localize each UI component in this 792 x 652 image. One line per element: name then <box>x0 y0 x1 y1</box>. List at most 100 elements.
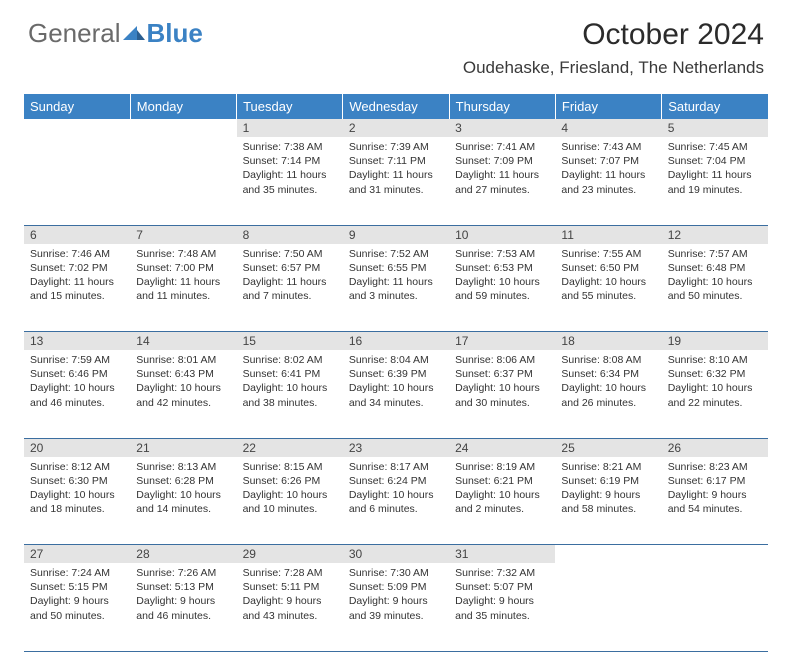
day-details: Sunrise: 7:39 AMSunset: 7:11 PMDaylight:… <box>343 137 449 201</box>
day-cell <box>24 137 130 225</box>
title-block: October 2024 Oudehaske, Friesland, The N… <box>463 18 764 78</box>
weekday-header: Monday <box>130 94 236 119</box>
day-cell: Sunrise: 8:06 AMSunset: 6:37 PMDaylight:… <box>449 350 555 438</box>
sunset-line: Sunset: 6:19 PM <box>561 474 655 488</box>
day-details: Sunrise: 7:24 AMSunset: 5:15 PMDaylight:… <box>24 563 130 627</box>
day-content-row: Sunrise: 8:12 AMSunset: 6:30 PMDaylight:… <box>24 457 768 545</box>
sunrise-line: Sunrise: 8:01 AM <box>136 353 230 367</box>
day-number-cell: 20 <box>24 438 130 457</box>
sunset-line: Sunset: 5:13 PM <box>136 580 230 594</box>
day-number-cell: 17 <box>449 332 555 351</box>
daylight-line: Daylight: 10 hours and 2 minutes. <box>455 488 549 516</box>
sunset-line: Sunset: 7:14 PM <box>243 154 337 168</box>
sunset-line: Sunset: 5:07 PM <box>455 580 549 594</box>
weekday-header: Friday <box>555 94 661 119</box>
sunrise-line: Sunrise: 7:24 AM <box>30 566 124 580</box>
day-number-cell: 3 <box>449 119 555 137</box>
sunset-line: Sunset: 6:30 PM <box>30 474 124 488</box>
weekday-header: Tuesday <box>237 94 343 119</box>
daylight-line: Daylight: 9 hours and 46 minutes. <box>136 594 230 622</box>
day-number-cell: 11 <box>555 225 661 244</box>
sunset-line: Sunset: 6:34 PM <box>561 367 655 381</box>
sunset-line: Sunset: 6:37 PM <box>455 367 549 381</box>
day-number-row: 12345 <box>24 119 768 137</box>
sunrise-line: Sunrise: 7:59 AM <box>30 353 124 367</box>
sunset-line: Sunset: 7:04 PM <box>668 154 762 168</box>
weekday-header: Wednesday <box>343 94 449 119</box>
daylight-line: Daylight: 9 hours and 58 minutes. <box>561 488 655 516</box>
month-title: October 2024 <box>463 18 764 52</box>
day-cell: Sunrise: 7:30 AMSunset: 5:09 PMDaylight:… <box>343 563 449 651</box>
sunset-line: Sunset: 6:43 PM <box>136 367 230 381</box>
day-cell: Sunrise: 8:17 AMSunset: 6:24 PMDaylight:… <box>343 457 449 545</box>
header: General Blue October 2024 Oudehaske, Fri… <box>0 0 792 86</box>
sunset-line: Sunset: 6:53 PM <box>455 261 549 275</box>
sunrise-line: Sunrise: 7:26 AM <box>136 566 230 580</box>
daylight-line: Daylight: 10 hours and 46 minutes. <box>30 381 124 409</box>
day-number-cell: 21 <box>130 438 236 457</box>
daylight-line: Daylight: 10 hours and 59 minutes. <box>455 275 549 303</box>
day-details: Sunrise: 7:59 AMSunset: 6:46 PMDaylight:… <box>24 350 130 414</box>
daylight-line: Daylight: 10 hours and 10 minutes. <box>243 488 337 516</box>
day-number-cell: 7 <box>130 225 236 244</box>
day-details: Sunrise: 8:12 AMSunset: 6:30 PMDaylight:… <box>24 457 130 521</box>
daylight-line: Daylight: 10 hours and 30 minutes. <box>455 381 549 409</box>
day-details: Sunrise: 8:08 AMSunset: 6:34 PMDaylight:… <box>555 350 661 414</box>
sunset-line: Sunset: 7:00 PM <box>136 261 230 275</box>
day-cell <box>130 137 236 225</box>
day-cell: Sunrise: 7:53 AMSunset: 6:53 PMDaylight:… <box>449 244 555 332</box>
day-cell: Sunrise: 8:21 AMSunset: 6:19 PMDaylight:… <box>555 457 661 545</box>
day-number-cell: 10 <box>449 225 555 244</box>
day-details: Sunrise: 7:57 AMSunset: 6:48 PMDaylight:… <box>662 244 768 308</box>
sunrise-line: Sunrise: 7:48 AM <box>136 247 230 261</box>
day-number-cell: 31 <box>449 545 555 564</box>
sunrise-line: Sunrise: 8:04 AM <box>349 353 443 367</box>
day-cell: Sunrise: 8:04 AMSunset: 6:39 PMDaylight:… <box>343 350 449 438</box>
daylight-line: Daylight: 10 hours and 42 minutes. <box>136 381 230 409</box>
day-details: Sunrise: 8:17 AMSunset: 6:24 PMDaylight:… <box>343 457 449 521</box>
day-number-cell: 29 <box>237 545 343 564</box>
day-cell: Sunrise: 7:52 AMSunset: 6:55 PMDaylight:… <box>343 244 449 332</box>
day-cell: Sunrise: 8:08 AMSunset: 6:34 PMDaylight:… <box>555 350 661 438</box>
logo: General Blue <box>28 18 203 49</box>
day-cell: Sunrise: 8:02 AMSunset: 6:41 PMDaylight:… <box>237 350 343 438</box>
sunrise-line: Sunrise: 8:23 AM <box>668 460 762 474</box>
weekday-header-row: SundayMondayTuesdayWednesdayThursdayFrid… <box>24 94 768 119</box>
day-details: Sunrise: 7:52 AMSunset: 6:55 PMDaylight:… <box>343 244 449 308</box>
sunset-line: Sunset: 7:07 PM <box>561 154 655 168</box>
daylight-line: Daylight: 10 hours and 6 minutes. <box>349 488 443 516</box>
day-details: Sunrise: 7:53 AMSunset: 6:53 PMDaylight:… <box>449 244 555 308</box>
sunrise-line: Sunrise: 7:57 AM <box>668 247 762 261</box>
day-cell <box>555 563 661 651</box>
day-number-row: 20212223242526 <box>24 438 768 457</box>
sunrise-line: Sunrise: 7:53 AM <box>455 247 549 261</box>
sunset-line: Sunset: 7:11 PM <box>349 154 443 168</box>
day-cell <box>662 563 768 651</box>
day-number-cell: 27 <box>24 545 130 564</box>
day-number-cell <box>662 545 768 564</box>
daylight-line: Daylight: 10 hours and 18 minutes. <box>30 488 124 516</box>
daylight-line: Daylight: 10 hours and 22 minutes. <box>668 381 762 409</box>
day-number-cell: 16 <box>343 332 449 351</box>
sunrise-line: Sunrise: 8:12 AM <box>30 460 124 474</box>
day-number-cell: 30 <box>343 545 449 564</box>
day-details: Sunrise: 7:32 AMSunset: 5:07 PMDaylight:… <box>449 563 555 627</box>
daylight-line: Daylight: 11 hours and 15 minutes. <box>30 275 124 303</box>
daylight-line: Daylight: 11 hours and 7 minutes. <box>243 275 337 303</box>
day-details: Sunrise: 7:26 AMSunset: 5:13 PMDaylight:… <box>130 563 236 627</box>
sunset-line: Sunset: 5:09 PM <box>349 580 443 594</box>
day-number-cell: 6 <box>24 225 130 244</box>
day-cell: Sunrise: 8:01 AMSunset: 6:43 PMDaylight:… <box>130 350 236 438</box>
sunrise-line: Sunrise: 7:46 AM <box>30 247 124 261</box>
day-number-row: 6789101112 <box>24 225 768 244</box>
day-number-cell: 15 <box>237 332 343 351</box>
day-cell: Sunrise: 7:48 AMSunset: 7:00 PMDaylight:… <box>130 244 236 332</box>
daylight-line: Daylight: 9 hours and 43 minutes. <box>243 594 337 622</box>
day-content-row: Sunrise: 7:46 AMSunset: 7:02 PMDaylight:… <box>24 244 768 332</box>
day-cell: Sunrise: 7:46 AMSunset: 7:02 PMDaylight:… <box>24 244 130 332</box>
day-number-cell <box>555 545 661 564</box>
daylight-line: Daylight: 10 hours and 38 minutes. <box>243 381 337 409</box>
day-number-cell <box>130 119 236 137</box>
day-details: Sunrise: 7:48 AMSunset: 7:00 PMDaylight:… <box>130 244 236 308</box>
sunrise-line: Sunrise: 8:06 AM <box>455 353 549 367</box>
